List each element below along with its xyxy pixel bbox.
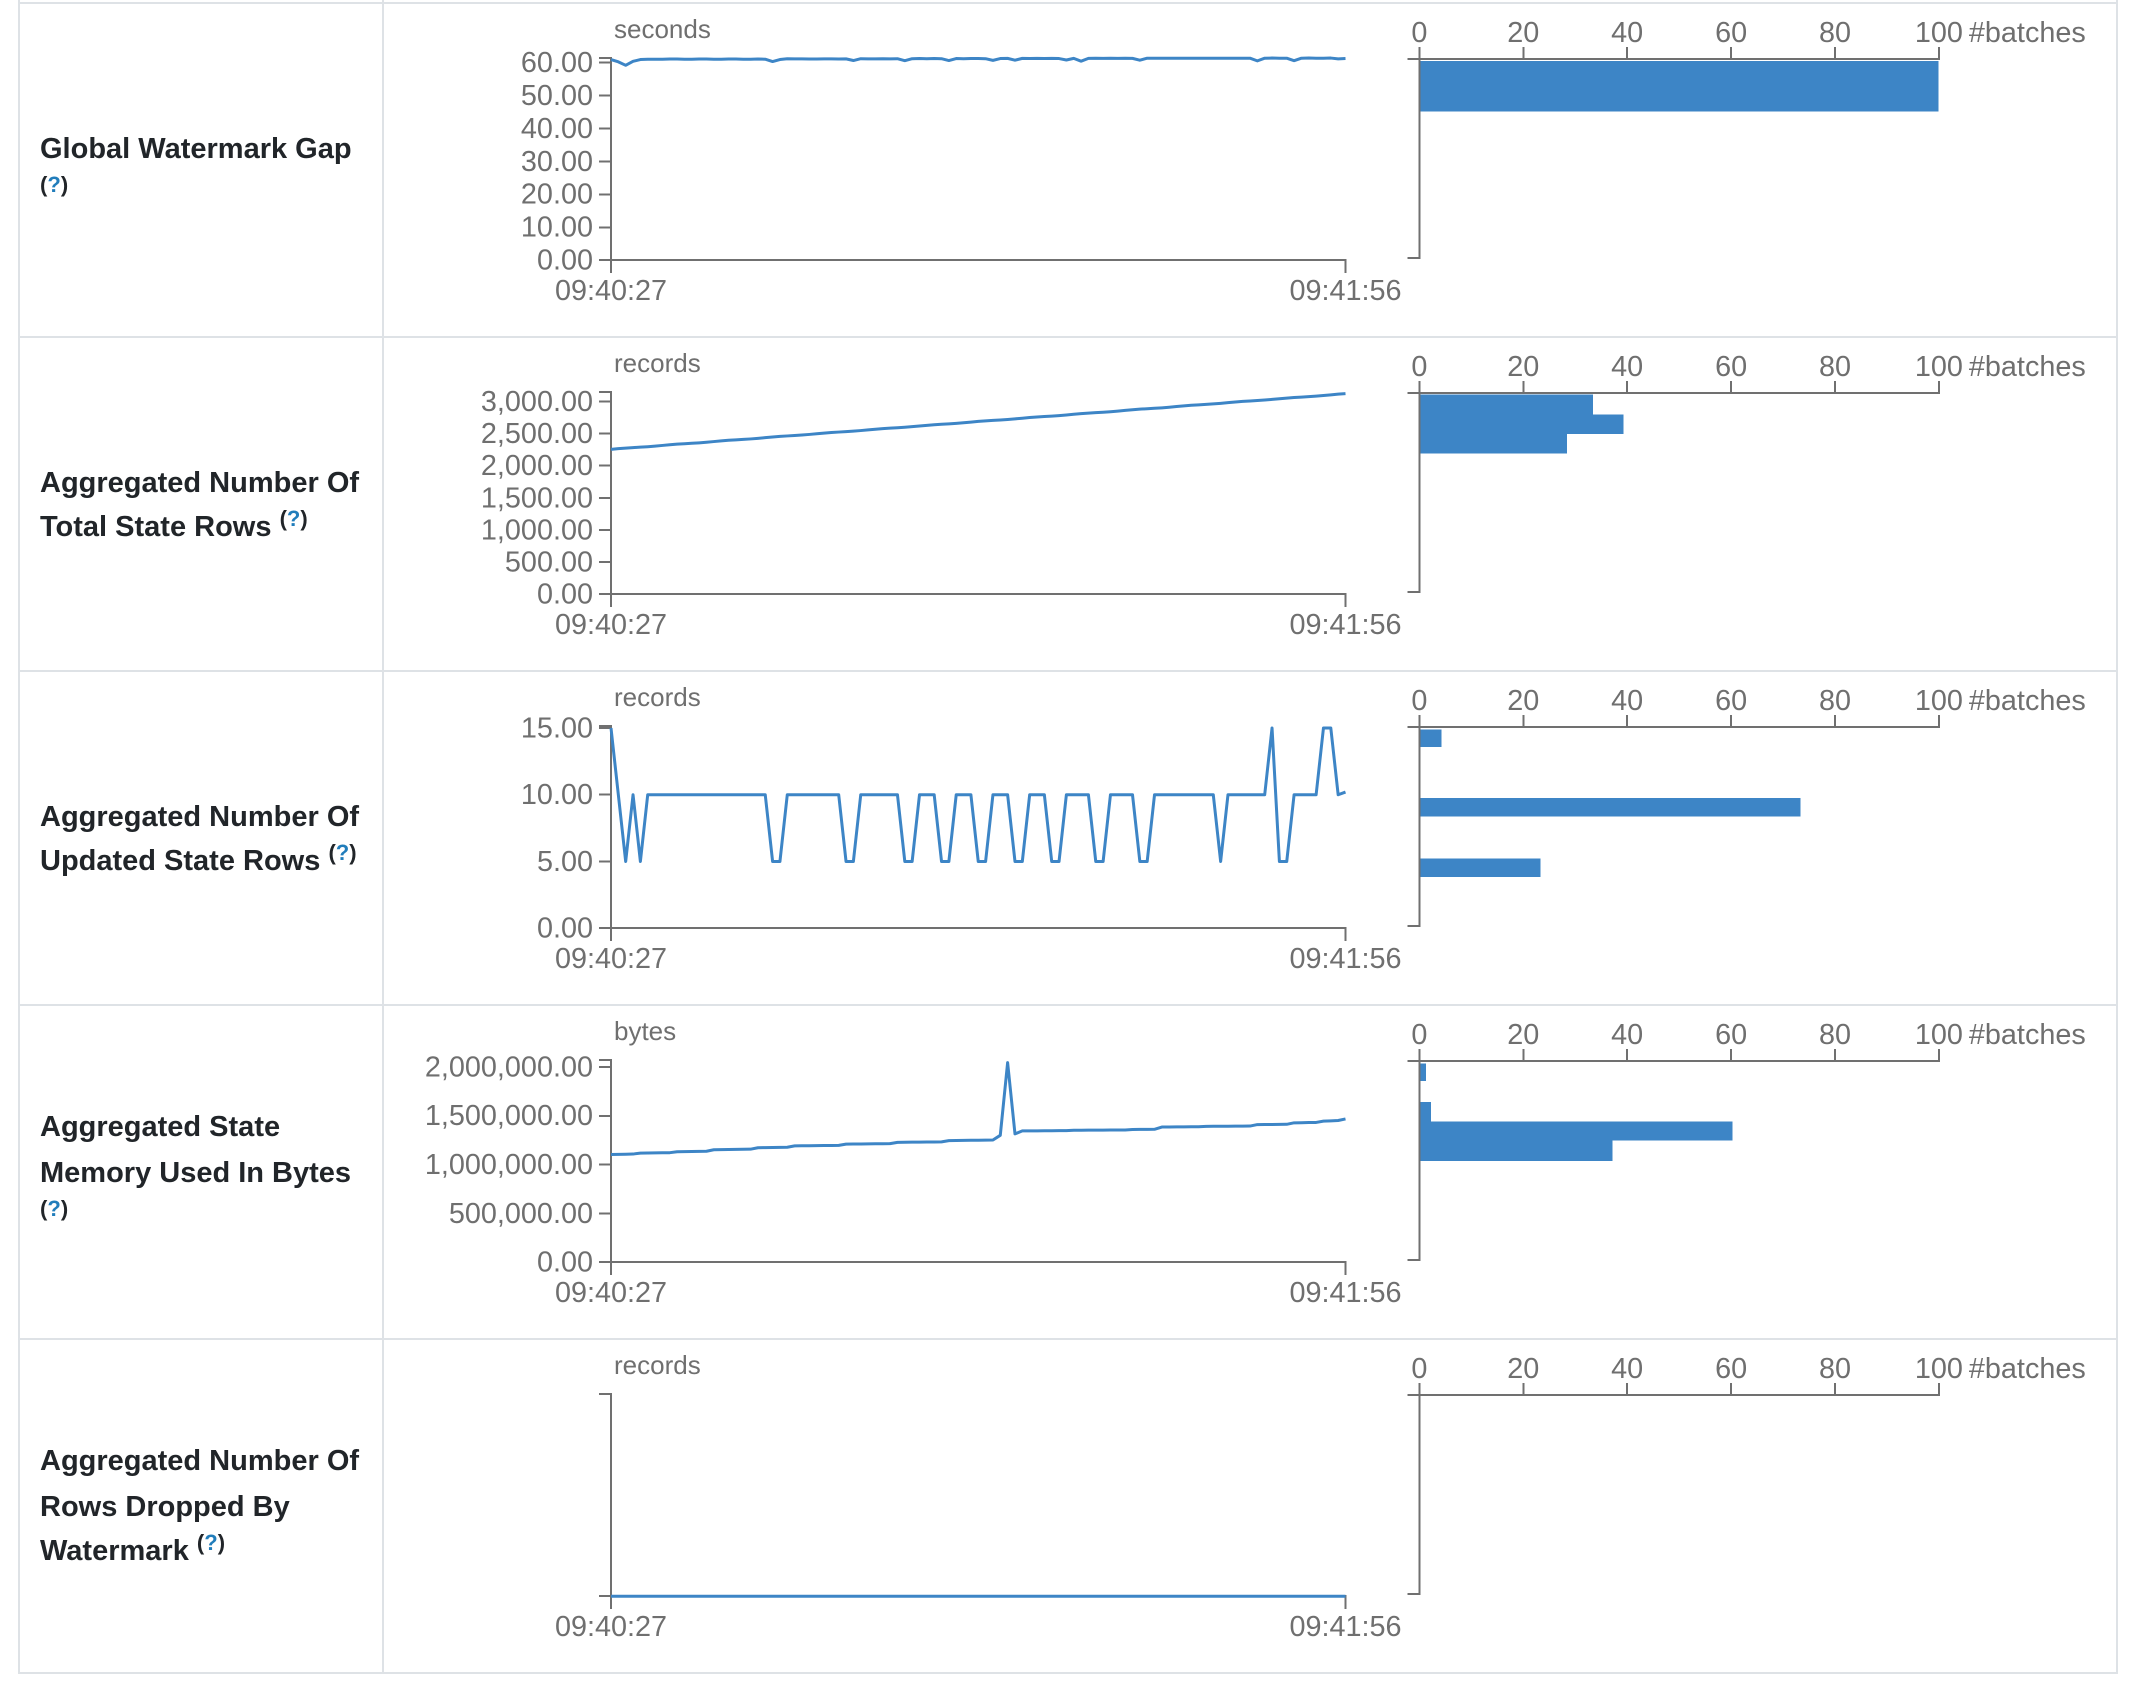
- svg-text:20: 20: [1507, 351, 1539, 383]
- svg-text:0: 0: [1411, 685, 1427, 717]
- svg-text:09:40:27: 09:40:27: [555, 275, 667, 307]
- svg-text:2,000.00: 2,000.00: [481, 450, 593, 482]
- svg-text:records: records: [614, 1350, 701, 1380]
- svg-text:09:40:27: 09:40:27: [555, 1277, 667, 1309]
- svg-text:40.00: 40.00: [521, 113, 593, 145]
- svg-text:40: 40: [1611, 1019, 1643, 1051]
- svg-text:1,500,000.00: 1,500,000.00: [425, 1100, 593, 1132]
- svg-text:bytes: bytes: [614, 1016, 676, 1046]
- svg-text:40: 40: [1611, 1353, 1643, 1385]
- svg-text:40: 40: [1611, 685, 1643, 717]
- svg-text:50.00: 50.00: [521, 80, 593, 112]
- svg-text:10.00: 10.00: [521, 212, 593, 244]
- svg-text:20.00: 20.00: [521, 179, 593, 211]
- svg-text:0: 0: [1411, 1019, 1427, 1051]
- svg-text:1,000.00: 1,000.00: [481, 514, 593, 546]
- svg-text:80: 80: [1819, 685, 1851, 717]
- svg-text:80: 80: [1819, 17, 1851, 49]
- svg-text:40: 40: [1611, 351, 1643, 383]
- svg-text:seconds: seconds: [614, 14, 711, 44]
- svg-text:09:40:27: 09:40:27: [555, 943, 667, 975]
- svg-text:09:41:56: 09:41:56: [1289, 1611, 1401, 1643]
- svg-text:09:41:56: 09:41:56: [1289, 609, 1401, 641]
- svg-text:15.00: 15.00: [521, 712, 593, 744]
- svg-text:20: 20: [1507, 685, 1539, 717]
- svg-text:09:41:56: 09:41:56: [1289, 1277, 1401, 1309]
- svg-text:60: 60: [1715, 351, 1747, 383]
- svg-text:#batches: #batches: [1969, 1353, 2086, 1385]
- svg-text:80: 80: [1819, 1353, 1851, 1385]
- svg-text:2,000,000.00: 2,000,000.00: [425, 1051, 593, 1083]
- svg-text:1,500.00: 1,500.00: [481, 482, 593, 514]
- svg-text:500,000.00: 500,000.00: [449, 1198, 593, 1230]
- svg-text:09:40:27: 09:40:27: [555, 1611, 667, 1643]
- svg-text:09:40:27: 09:40:27: [555, 609, 667, 641]
- svg-text:records: records: [614, 682, 701, 712]
- svg-text:3,000.00: 3,000.00: [481, 386, 593, 418]
- svg-text:100: 100: [1915, 1019, 1963, 1051]
- svg-text:0.00: 0.00: [537, 913, 593, 945]
- svg-text:100: 100: [1915, 351, 1963, 383]
- svg-text:09:41:56: 09:41:56: [1289, 943, 1401, 975]
- svg-text:80: 80: [1819, 1019, 1851, 1051]
- svg-text:500.00: 500.00: [505, 546, 593, 578]
- svg-text:30.00: 30.00: [521, 146, 593, 178]
- svg-text:0.00: 0.00: [537, 579, 593, 611]
- svg-text:5.00: 5.00: [537, 846, 593, 878]
- svg-text:2,500.00: 2,500.00: [481, 418, 593, 450]
- svg-text:60: 60: [1715, 1019, 1747, 1051]
- svg-text:0: 0: [1411, 1353, 1427, 1385]
- svg-text:records: records: [614, 348, 701, 378]
- svg-text:0: 0: [1411, 17, 1427, 49]
- svg-text:20: 20: [1507, 1019, 1539, 1051]
- svg-text:0: 0: [1411, 351, 1427, 383]
- svg-text:60.00: 60.00: [521, 47, 593, 79]
- svg-text:60: 60: [1715, 17, 1747, 49]
- svg-text:#batches: #batches: [1969, 685, 2086, 717]
- svg-text:60: 60: [1715, 1353, 1747, 1385]
- svg-text:100: 100: [1915, 17, 1963, 49]
- svg-text:10.00: 10.00: [521, 779, 593, 811]
- svg-text:60: 60: [1715, 685, 1747, 717]
- svg-text:09:41:56: 09:41:56: [1289, 275, 1401, 307]
- svg-text:100: 100: [1915, 685, 1963, 717]
- svg-text:0.00: 0.00: [537, 1247, 593, 1279]
- svg-text:40: 40: [1611, 17, 1643, 49]
- svg-text:100: 100: [1915, 1353, 1963, 1385]
- svg-text:#batches: #batches: [1969, 1019, 2086, 1051]
- svg-text:#batches: #batches: [1969, 17, 2086, 49]
- svg-text:20: 20: [1507, 17, 1539, 49]
- svg-text:0.00: 0.00: [537, 245, 593, 277]
- svg-text:1,000,000.00: 1,000,000.00: [425, 1149, 593, 1181]
- svg-text:#batches: #batches: [1969, 351, 2086, 383]
- svg-text:80: 80: [1819, 351, 1851, 383]
- svg-text:20: 20: [1507, 1353, 1539, 1385]
